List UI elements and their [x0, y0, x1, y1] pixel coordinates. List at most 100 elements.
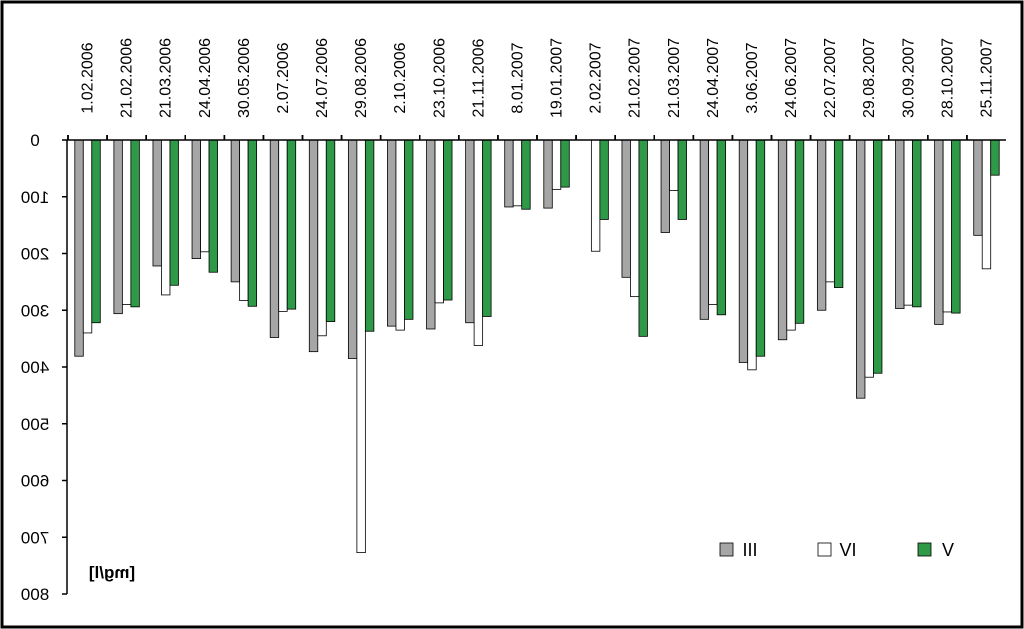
category-label: 2.07.2006 — [275, 42, 292, 113]
legend-swatch-iii — [719, 542, 734, 557]
y-tick-label: 400 — [21, 358, 49, 377]
bar-iv — [786, 139, 796, 331]
bar-iii — [230, 139, 241, 283]
bar-iii — [973, 139, 983, 236]
bar-iv — [708, 139, 718, 305]
category-label-group: 24.04.2006 — [197, 38, 214, 118]
bar-v — [169, 139, 179, 286]
category-label-group: 24.06.2007 — [783, 38, 800, 118]
bar-iv — [161, 139, 171, 296]
category-label: 3.06.2007 — [744, 42, 761, 113]
bar-iii — [387, 139, 397, 327]
bar-iv — [356, 139, 366, 553]
bar-v — [912, 139, 922, 308]
bar-iv — [903, 139, 913, 306]
bar-v — [560, 139, 570, 188]
bar-iv — [590, 139, 601, 252]
category-label: 1.02.2006 — [80, 42, 97, 113]
bar-v — [130, 139, 140, 308]
category-label: 24.04.2007 — [705, 38, 722, 118]
bar-iii — [777, 139, 788, 341]
y-tick-label: 600 — [21, 472, 49, 491]
bar-iii — [74, 139, 84, 357]
category-label: 21.02.2007 — [627, 38, 644, 118]
bar-iv — [825, 139, 835, 283]
category-label: 24.06.2007 — [783, 38, 800, 118]
category-label: 8.01.2007 — [509, 42, 526, 113]
bar-v — [716, 139, 727, 316]
category-label: 24.07.2006 — [314, 38, 331, 118]
bar-v — [91, 139, 101, 324]
bar-iii — [816, 139, 827, 311]
legend-label-iv: IV — [839, 540, 856, 560]
category-label: 21.02.2006 — [119, 38, 136, 118]
category-label-group: 24.07.2006 — [314, 38, 331, 118]
bar-iv — [942, 139, 953, 313]
category-label-group: 3.06.2007 — [744, 42, 761, 113]
bar-iii — [347, 139, 358, 359]
category-label: 21.03.2007 — [666, 38, 683, 118]
bar-v — [833, 139, 844, 288]
category-label-group: 2.07.2006 — [275, 42, 292, 113]
bar-iv — [239, 139, 249, 302]
category-label-group: 19.01.2007 — [549, 38, 566, 118]
plot-area — [74, 139, 1000, 553]
category-label-group: 21.03.2006 — [158, 38, 175, 118]
y-tick-label: 200 — [21, 245, 49, 264]
unit-label: [mg/l] — [89, 563, 135, 582]
bar-iii — [504, 139, 514, 208]
category-label-group: 2.02.2007 — [588, 42, 605, 113]
bar-iii — [113, 139, 123, 315]
y-tick-label: 800 — [21, 585, 49, 604]
bar-iv — [981, 139, 992, 270]
bar-v — [638, 139, 648, 337]
bar-iii — [543, 139, 553, 209]
bar-v — [247, 139, 258, 307]
y-tick-label: 300 — [21, 301, 49, 320]
y-tick-label: 0 — [30, 131, 39, 150]
category-label: 2.10.2006 — [392, 42, 409, 113]
category-label-group: 30.05.2006 — [236, 38, 253, 118]
category-label-group: 29.08.2006 — [353, 38, 370, 118]
bar-iii — [934, 139, 944, 325]
bar-v — [873, 139, 883, 374]
category-label: 29.08.2007 — [861, 38, 878, 118]
category-label: 22.07.2007 — [822, 38, 839, 118]
bar-v — [443, 139, 453, 301]
category-label-group: 21.02.2006 — [119, 38, 136, 118]
bar-iii — [269, 139, 280, 338]
category-label: 23.10.2006 — [431, 38, 448, 118]
bar-iv — [278, 139, 288, 312]
legend-swatch-iv — [817, 542, 832, 557]
bar-iv — [669, 139, 679, 191]
bar-v — [286, 139, 297, 310]
bar-iv — [200, 139, 210, 253]
category-label-group: 2.10.2006 — [392, 42, 409, 113]
category-label-group: 28.10.2007 — [939, 38, 956, 118]
category-label-group: 23.10.2006 — [431, 38, 448, 118]
bar-iv — [395, 139, 405, 331]
bar-iv — [747, 139, 757, 371]
legend: III IV V — [719, 540, 954, 560]
category-label-group: 21.11.2006 — [470, 38, 487, 117]
bar-iii — [621, 139, 631, 278]
category-label: 24.04.2006 — [197, 38, 214, 118]
bar-iv — [512, 139, 523, 207]
bar-iii — [895, 139, 905, 309]
bar-iv — [317, 139, 327, 337]
category-label-group: 25.11.2007 — [978, 38, 995, 117]
category-label-group: 21.02.2007 — [627, 38, 644, 118]
category-label-group: 22.07.2007 — [822, 38, 839, 118]
y-tick-label: 100 — [21, 188, 49, 207]
bar-iv — [473, 139, 484, 346]
bar-v — [794, 139, 805, 324]
category-label: 30.05.2006 — [236, 38, 253, 118]
bar-v — [208, 139, 218, 273]
category-label: 29.08.2006 — [353, 38, 370, 118]
bar-v — [325, 139, 336, 323]
bar-iii — [465, 139, 475, 324]
y-axis: 0 100 200 300 400 500 600 700 800 — [21, 131, 1006, 604]
